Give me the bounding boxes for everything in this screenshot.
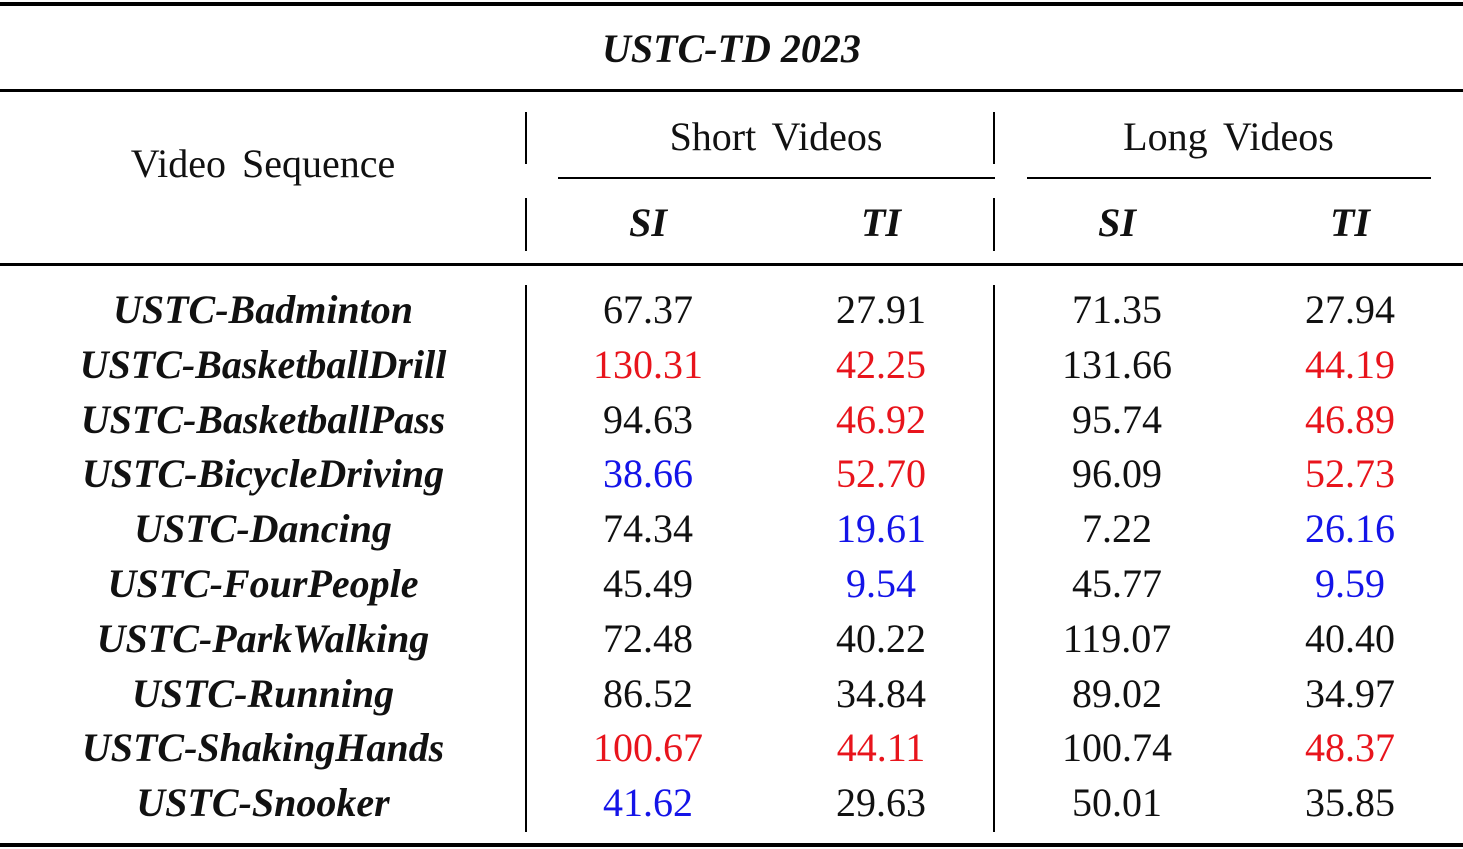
body-separator-mid	[993, 285, 995, 832]
header-short-si: SI	[629, 200, 667, 245]
cell-short-ti: 52.70	[836, 451, 926, 497]
row-label: USTC-FourPeople	[107, 561, 419, 606]
header-separator-mid-top	[993, 112, 995, 164]
header-long-ti: TI	[1330, 200, 1370, 245]
cell-long-si: 96.09	[1072, 451, 1162, 497]
cell-long-si: 71.35	[1072, 287, 1162, 332]
header-separator-left-top	[525, 112, 527, 164]
cell-long-ti: 27.94	[1305, 287, 1395, 332]
cell-short-si: 130.31	[593, 341, 703, 387]
row-label: USTC-BasketballPass	[80, 396, 446, 442]
cell-long-ti: 9.59	[1315, 561, 1385, 606]
row-label: USTC-BasketballDrill	[79, 341, 447, 387]
cell-short-si: 38.66	[603, 451, 693, 497]
cell-short-ti: 44.11	[836, 725, 926, 771]
cell-long-si: 100.74	[1062, 725, 1172, 771]
cell-long-si: 50.01	[1072, 780, 1162, 826]
cell-long-ti: 52.73	[1305, 451, 1395, 497]
cell-short-ti: 9.54	[846, 561, 916, 606]
bottom-rule	[0, 843, 1463, 847]
header-long-si: SI	[1098, 200, 1136, 245]
cell-long-ti: 46.89	[1305, 396, 1395, 442]
cell-long-si: 45.77	[1072, 561, 1162, 606]
cell-short-ti: 29.63	[836, 780, 926, 826]
cell-short-ti: 19.61	[836, 506, 926, 552]
row-label: USTC-Badminton	[112, 287, 414, 332]
cell-long-ti: 40.40	[1305, 615, 1395, 661]
cell-long-ti: 35.85	[1305, 780, 1395, 826]
row-label: USTC-Running	[131, 670, 395, 716]
cell-short-ti: 42.25	[836, 341, 926, 387]
cell-short-si: 45.49	[603, 561, 693, 606]
header-long-videos: Long Videos	[1123, 114, 1334, 159]
row-label: USTC-ParkWalking	[96, 615, 430, 661]
body-separator-left	[525, 285, 527, 832]
table-title: USTC-TD 2023	[602, 26, 861, 71]
cell-long-si: 95.74	[1072, 396, 1162, 442]
cell-long-si: 131.66	[1062, 341, 1172, 387]
cell-long-si: 119.07	[1062, 615, 1172, 661]
short-videos-midrule	[558, 177, 995, 179]
title-rule	[0, 89, 1463, 92]
cell-long-ti: 44.19	[1305, 341, 1395, 387]
header-bottom-rule	[0, 263, 1463, 266]
cell-short-si: 41.62	[603, 780, 693, 826]
header-short-videos: Short Videos	[669, 114, 883, 159]
cell-short-ti: 40.22	[836, 615, 926, 661]
row-label: USTC-BicycleDriving	[81, 451, 445, 497]
cell-short-si: 94.63	[603, 396, 693, 442]
row-label: USTC-ShakingHands	[81, 725, 445, 771]
header-short-ti: TI	[861, 200, 901, 245]
header-video-sequence: Video Sequence	[130, 141, 396, 186]
cell-short-ti: 34.84	[836, 670, 926, 716]
cell-long-ti: 48.37	[1305, 725, 1395, 771]
cell-long-si: 89.02	[1072, 670, 1162, 716]
long-videos-midrule	[1027, 177, 1431, 179]
row-label: USTC-Dancing	[134, 506, 392, 552]
row-label: USTC-Snooker	[136, 780, 390, 826]
cell-short-ti: 46.92	[836, 396, 926, 442]
cell-long-ti: 34.97	[1305, 670, 1395, 716]
cell-short-si: 74.34	[603, 506, 693, 552]
cell-long-si: 7.22	[1082, 506, 1152, 552]
cell-short-si: 67.37	[603, 287, 693, 332]
cell-long-ti: 26.16	[1305, 506, 1395, 552]
header-separator-mid-bottom	[993, 198, 995, 251]
cell-short-si: 86.52	[603, 670, 693, 716]
cell-short-si: 72.48	[603, 615, 693, 661]
cell-short-si: 100.67	[593, 725, 703, 771]
top-rule	[0, 2, 1463, 6]
cell-short-ti: 27.91	[836, 287, 926, 332]
header-separator-left-bottom	[525, 198, 527, 251]
